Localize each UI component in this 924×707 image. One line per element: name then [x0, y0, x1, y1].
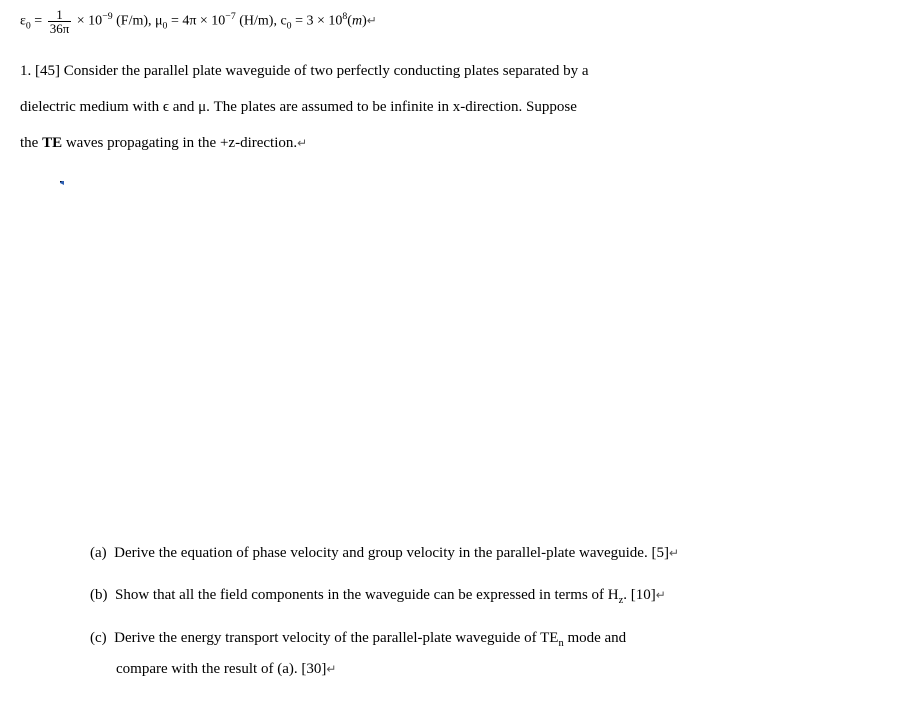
part-b: (b) Show that all the field components i…	[90, 580, 904, 611]
problem-line-1: 1. [45] Consider the parallel plate wave…	[20, 63, 589, 79]
problem-line-2: dielectric medium with ϵ and μ. The plat…	[20, 99, 577, 115]
problem-statement: 1. [45] Consider the parallel plate wave…	[20, 53, 904, 161]
part-c: (c) Derive the energy transport velocity…	[90, 623, 904, 684]
waveguide-svg	[60, 181, 700, 501]
part-a: (a) Derive the equation of phase velocit…	[90, 538, 904, 568]
problem-line-3: the TE waves propagating in the +z-direc…	[20, 135, 307, 151]
constants-line: ε0 = 136π × 10−9 (F/m), μ0 = 4π × 10−7 (…	[20, 8, 904, 35]
waveguide-figure	[60, 181, 904, 508]
problem-parts: (a) Derive the equation of phase velocit…	[50, 538, 904, 684]
